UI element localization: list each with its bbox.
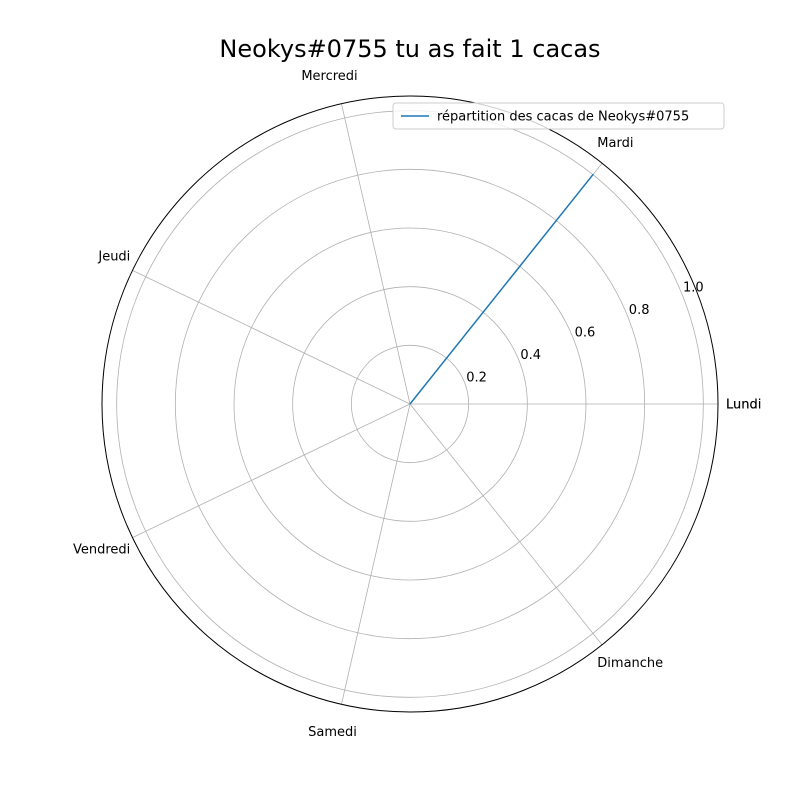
radial-tick-label: 0.8 — [629, 303, 650, 318]
spoke-line — [341, 403, 411, 705]
angle-tick-label: Vendredi — [73, 542, 130, 557]
spoke-line — [132, 403, 411, 538]
angle-tick-label: Dimanche — [597, 656, 663, 671]
angle-tick-label: Lundi — [726, 398, 761, 413]
angle-labels: Lundi Mardi Mercredi Jeudi Vendredi Samedi Dim… — [73, 69, 761, 740]
radial-labels: 0.2 0.4 0.6 0.8 1.0 — [466, 281, 703, 386]
spoke-line — [132, 270, 411, 405]
series-layer — [409, 173, 594, 405]
angle-tick-label: Mardi — [597, 136, 633, 151]
series-line — [409, 173, 594, 405]
radial-tick-label: 0.6 — [575, 326, 596, 341]
polar-frame — [101, 95, 719, 713]
legend-box — [392, 102, 725, 130]
angle-tick-label: Samedi — [308, 725, 357, 740]
spoke-line — [341, 103, 411, 405]
legend-label: répartition des cacas de Neokys#0755 — [437, 110, 689, 125]
radial-tick-label: 1.0 — [683, 281, 704, 296]
angle-tick-label: Mercredi — [301, 69, 357, 84]
angle-tick-label: Jeudi — [97, 250, 130, 265]
angle-tick-label: Lundi — [726, 398, 761, 413]
legend: répartition des cacas de Neokys#0755 — [392, 102, 725, 130]
spokes — [132, 103, 718, 705]
chart-title: Neokys#0755 tu as fait 1 cacas — [219, 35, 600, 63]
radial-tick-label: 0.2 — [466, 371, 487, 386]
radial-tick-label: 0.4 — [520, 348, 541, 363]
spoke-line — [409, 403, 603, 646]
